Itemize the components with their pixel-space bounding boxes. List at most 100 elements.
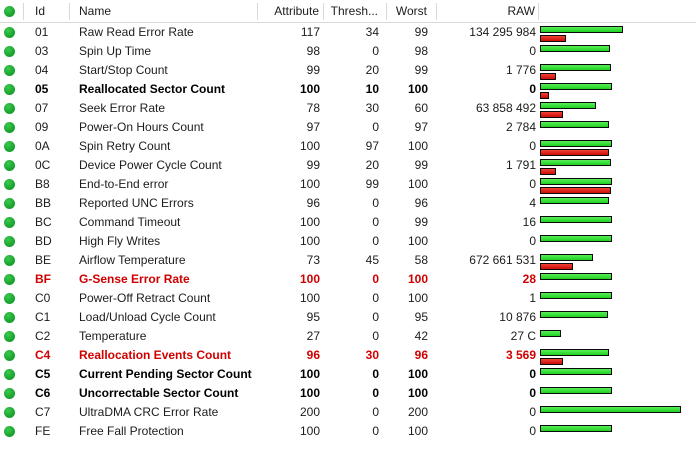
status-cell bbox=[0, 80, 24, 99]
threshold-value: 0 bbox=[372, 386, 379, 400]
worst-value: 100 bbox=[407, 139, 428, 153]
attribute-id: 0A bbox=[35, 139, 50, 153]
threshold-value: 45 bbox=[365, 253, 379, 267]
attribute-bar bbox=[540, 159, 611, 166]
attribute-value: 96 bbox=[306, 196, 320, 210]
table-row[interactable]: C5 Current Pending Sector Count 100 0 100 0 bbox=[0, 365, 696, 384]
threshold-value: 0 bbox=[372, 329, 379, 343]
attribute-bar bbox=[540, 216, 612, 223]
bar-cell bbox=[539, 327, 696, 346]
bar-cell bbox=[539, 289, 696, 308]
table-row[interactable]: 0A Spin Retry Count 100 97 100 0 bbox=[0, 137, 696, 156]
header-worst[interactable]: Worst bbox=[387, 2, 437, 20]
table-row[interactable]: BB Reported UNC Errors 96 0 96 4 bbox=[0, 194, 696, 213]
attribute-value: 97 bbox=[306, 120, 320, 134]
attribute-name: Temperature bbox=[79, 329, 147, 343]
table-row[interactable]: C2 Temperature 27 0 42 27 C bbox=[0, 327, 696, 346]
bar-cell bbox=[539, 251, 696, 270]
threshold-value: 0 bbox=[372, 291, 379, 305]
bar-cell bbox=[539, 118, 696, 137]
status-cell bbox=[0, 175, 24, 194]
attribute-id: BE bbox=[35, 253, 52, 267]
table-row[interactable]: 01 Raw Read Error Rate 117 34 99 134 295 984 bbox=[0, 23, 696, 42]
table-row[interactable]: BE Airflow Temperature 73 45 58 672 661 531 bbox=[0, 251, 696, 270]
status-cell bbox=[0, 422, 24, 441]
raw-value: 134 295 984 bbox=[469, 25, 536, 39]
table-row[interactable]: C0 Power-Off Retract Count 100 0 100 1 bbox=[0, 289, 696, 308]
raw-value: 1 776 bbox=[505, 63, 536, 77]
table-row[interactable]: C4 Reallocation Events Count 96 30 96 3 569 bbox=[0, 346, 696, 365]
status-ok-icon bbox=[4, 179, 15, 190]
table-row[interactable]: 09 Power-On Hours Count 97 0 97 2 784 bbox=[0, 118, 696, 137]
raw-value: 16 bbox=[522, 215, 536, 229]
attribute-value: 78 bbox=[306, 101, 320, 115]
threshold-bar bbox=[540, 168, 556, 175]
table-row[interactable]: FE Free Fall Protection 100 0 100 0 bbox=[0, 422, 696, 441]
table-row[interactable]: BC Command Timeout 100 0 99 16 bbox=[0, 213, 696, 232]
table-row[interactable]: C1 Load/Unload Cycle Count 95 0 95 10 876 bbox=[0, 308, 696, 327]
attribute-name: Spin Retry Count bbox=[79, 139, 171, 153]
threshold-value: 97 bbox=[365, 139, 379, 153]
attribute-name: Spin Up Time bbox=[79, 44, 152, 58]
status-ok-icon bbox=[4, 84, 15, 95]
threshold-bar bbox=[540, 358, 563, 365]
status-ok-icon bbox=[4, 426, 15, 437]
worst-value: 98 bbox=[414, 44, 428, 58]
table-row[interactable]: BD High Fly Writes 100 0 100 0 bbox=[0, 232, 696, 251]
header-id[interactable]: Id bbox=[24, 2, 70, 20]
attribute-bar bbox=[540, 121, 609, 128]
attribute-bar bbox=[540, 197, 609, 204]
worst-value: 99 bbox=[414, 25, 428, 39]
attribute-name: Reported UNC Errors bbox=[79, 196, 194, 210]
attribute-bar bbox=[540, 425, 612, 432]
header-threshold[interactable]: Thresh... bbox=[324, 2, 387, 20]
bar-cell bbox=[539, 137, 696, 156]
table-row[interactable]: 05 Reallocated Sector Count 100 10 100 0 bbox=[0, 80, 696, 99]
status-ok-icon bbox=[4, 122, 15, 133]
attribute-value: 100 bbox=[299, 177, 320, 191]
status-ok-icon bbox=[4, 274, 15, 285]
attribute-value: 100 bbox=[299, 367, 320, 381]
attribute-bar bbox=[540, 406, 681, 413]
raw-value: 0 bbox=[529, 405, 536, 419]
attribute-value: 100 bbox=[299, 234, 320, 248]
header-name[interactable]: Name bbox=[70, 2, 258, 20]
status-cell bbox=[0, 118, 24, 137]
raw-value: 63 858 492 bbox=[475, 101, 536, 115]
attribute-name: G-Sense Error Rate bbox=[79, 272, 190, 286]
bar-cell bbox=[539, 403, 696, 422]
table-row[interactable]: 04 Start/Stop Count 99 20 99 1 776 bbox=[0, 61, 696, 80]
attribute-value: 117 bbox=[300, 25, 320, 39]
table-row[interactable]: BF G-Sense Error Rate 100 0 100 28 bbox=[0, 270, 696, 289]
attribute-bar bbox=[540, 387, 612, 394]
table-row[interactable]: 07 Seek Error Rate 78 30 60 63 858 492 bbox=[0, 99, 696, 118]
status-ok-icon bbox=[4, 331, 15, 342]
raw-value: 0 bbox=[529, 234, 536, 248]
table-row[interactable]: C6 Uncorrectable Sector Count 100 0 100 0 bbox=[0, 384, 696, 403]
threshold-bar bbox=[540, 35, 566, 42]
table-row[interactable]: C7 UltraDMA CRC Error Rate 200 0 200 0 bbox=[0, 403, 696, 422]
status-cell bbox=[0, 61, 24, 80]
attribute-value: 95 bbox=[306, 310, 320, 324]
threshold-bar bbox=[540, 263, 573, 270]
attribute-value: 100 bbox=[299, 215, 320, 229]
attribute-name: Uncorrectable Sector Count bbox=[79, 386, 239, 400]
table-row[interactable]: B8 End-to-End error 100 99 100 0 bbox=[0, 175, 696, 194]
table-row[interactable]: 0C Device Power Cycle Count 99 20 99 1 791 bbox=[0, 156, 696, 175]
status-ok-icon bbox=[4, 103, 15, 114]
attribute-value: 100 bbox=[299, 139, 320, 153]
table-row[interactable]: 03 Spin Up Time 98 0 98 0 bbox=[0, 42, 696, 61]
table-header: Id Name Attribute Thresh... Worst RAW bbox=[0, 0, 696, 23]
worst-value: 100 bbox=[407, 272, 428, 286]
threshold-bar bbox=[540, 92, 549, 99]
smart-table-body: 01 Raw Read Error Rate 117 34 99 134 295 984 0… bbox=[0, 23, 696, 441]
attribute-id: BB bbox=[35, 196, 52, 210]
attribute-bar bbox=[540, 311, 608, 318]
status-ok-icon bbox=[4, 198, 15, 209]
status-cell bbox=[0, 99, 24, 118]
header-raw[interactable]: RAW bbox=[437, 2, 539, 20]
bar-cell bbox=[539, 194, 696, 213]
bar-cell bbox=[539, 99, 696, 118]
bar-cell bbox=[539, 80, 696, 99]
header-attribute[interactable]: Attribute bbox=[258, 2, 324, 20]
